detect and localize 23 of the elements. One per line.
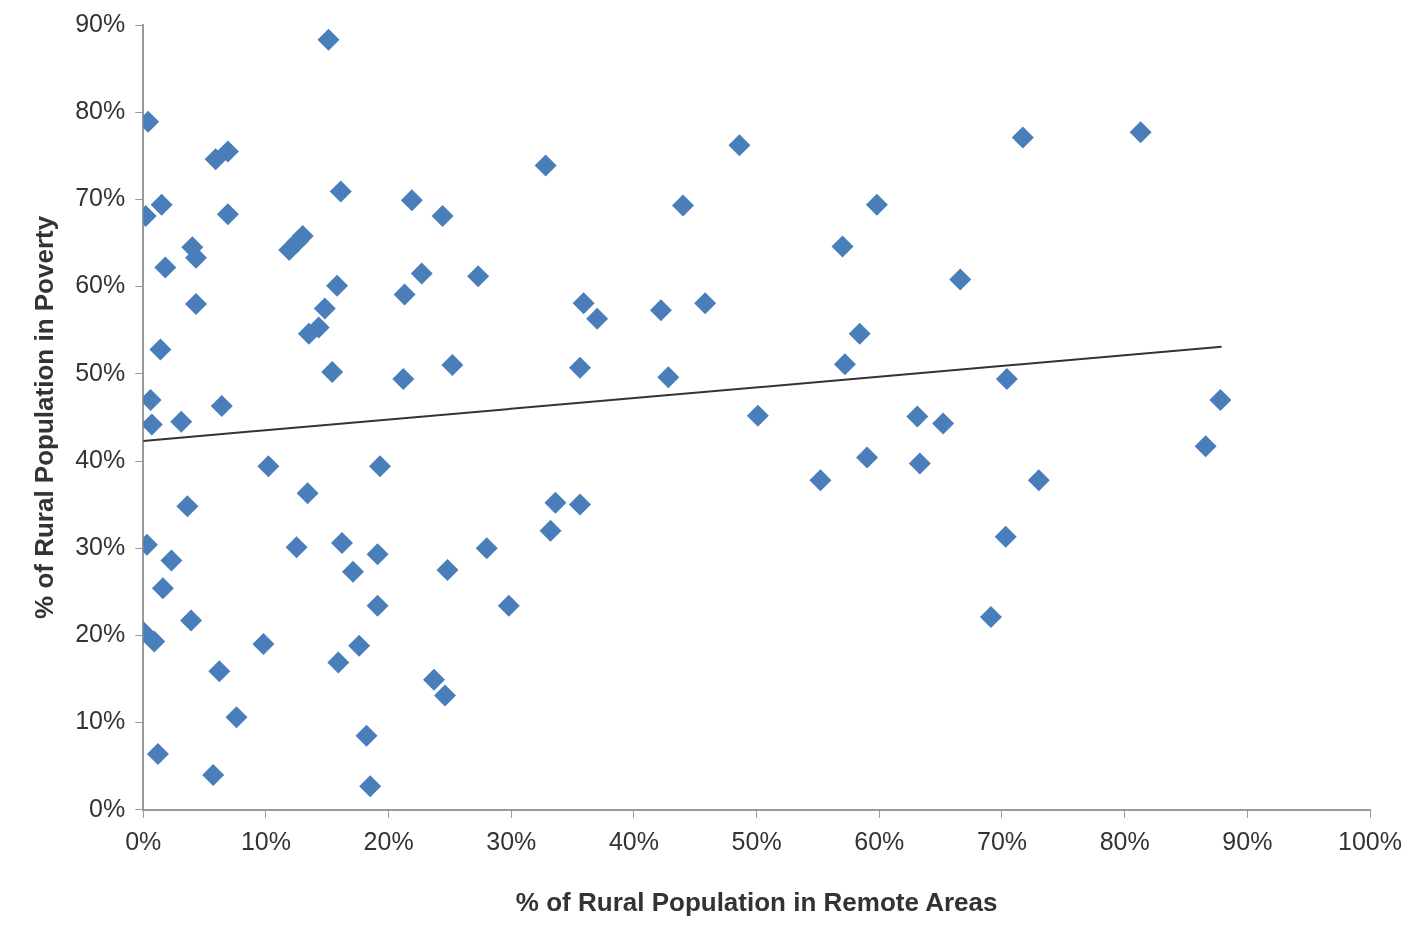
x-tick-label: 70%	[976, 826, 1028, 855]
x-tick-label: 0%	[125, 826, 162, 855]
y-tick-label: 10%	[75, 706, 126, 735]
x-tick-label: 10%	[240, 826, 291, 855]
x-tick-label: 60%	[854, 826, 905, 855]
x-tick-label: 90%	[1222, 826, 1273, 855]
x-tick-label: 100%	[1338, 826, 1403, 855]
x-tick-label: 50%	[731, 826, 782, 855]
y-tick-label: 20%	[75, 619, 126, 648]
y-tick-label: 40%	[75, 444, 126, 473]
x-tick-label: 40%	[608, 826, 659, 855]
y-tick-label: 60%	[75, 270, 126, 299]
y-tick-label: 80%	[75, 96, 126, 125]
x-tick-label: 80%	[1099, 826, 1150, 855]
x-tick-label: 30%	[486, 826, 537, 855]
x-tick-label: 20%	[363, 826, 414, 855]
y-tick-label: 70%	[75, 183, 126, 212]
y-tick-label: 50%	[75, 357, 126, 386]
x-axis-title: % of Rural Population in Remote Areas	[515, 886, 998, 917]
y-tick-label: 90%	[75, 8, 126, 37]
y-tick-label: 30%	[75, 532, 126, 561]
y-tick-label: 0%	[89, 793, 126, 822]
y-axis-title: % of Rural Population in Poverty	[28, 215, 59, 619]
